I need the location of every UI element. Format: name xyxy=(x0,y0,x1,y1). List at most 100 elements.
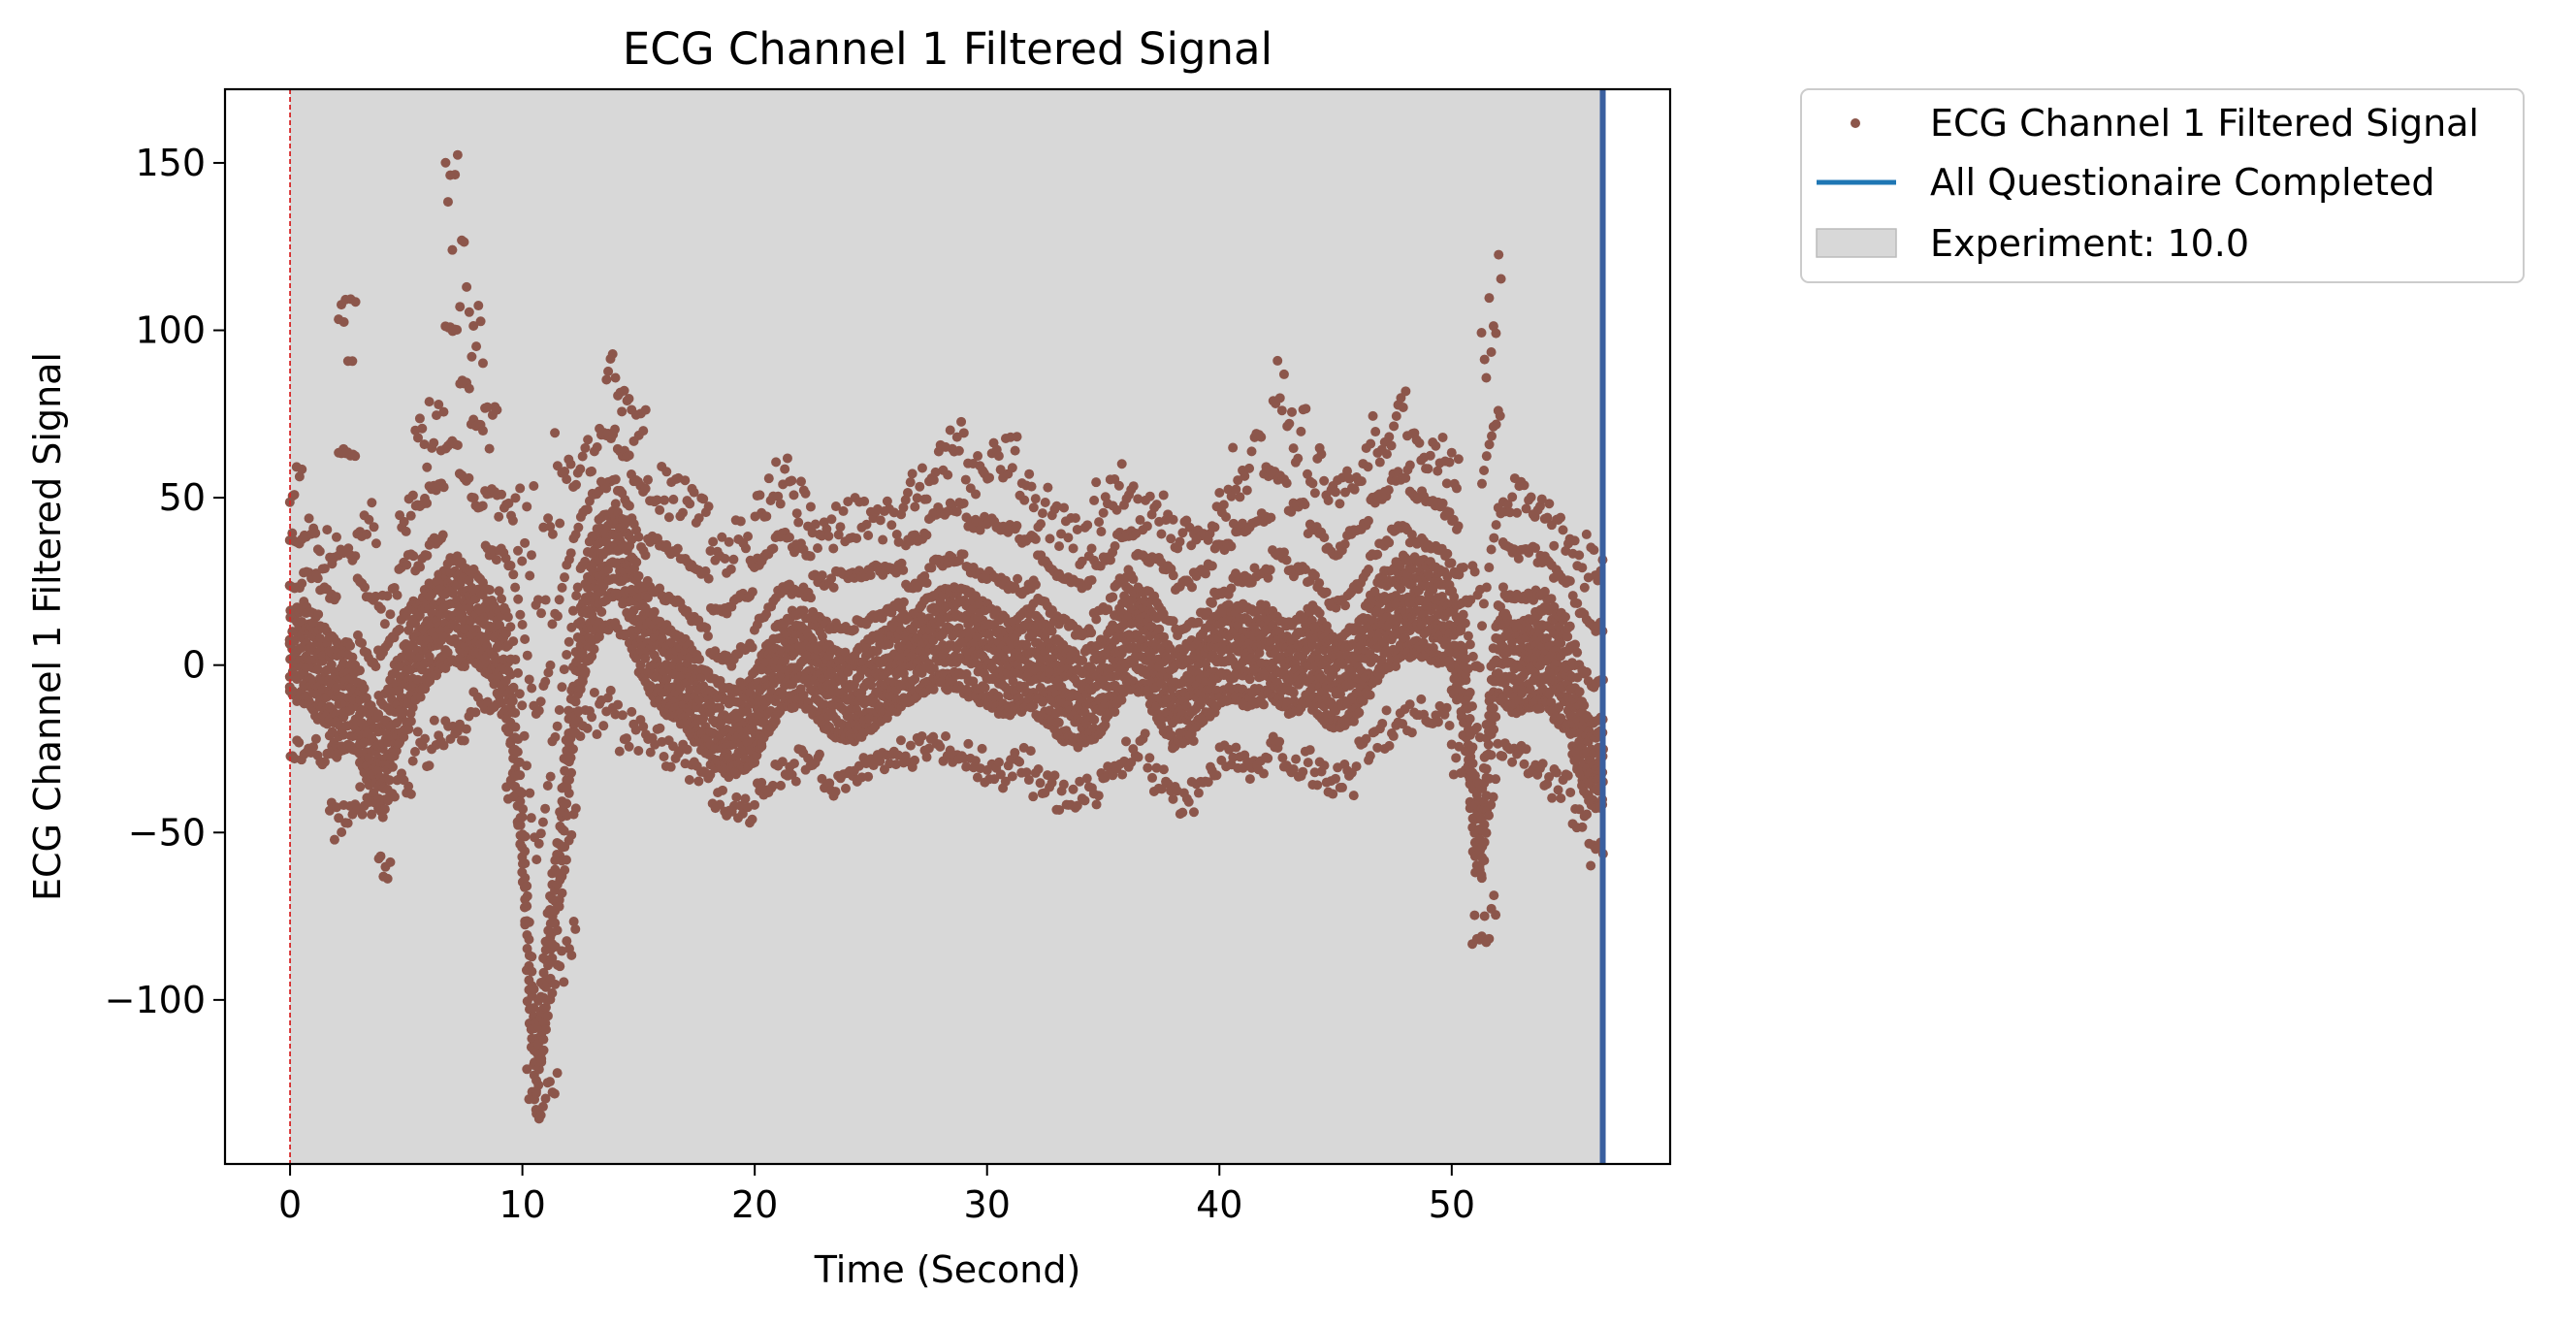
data-point xyxy=(452,439,463,450)
data-point xyxy=(1026,481,1037,492)
data-point xyxy=(403,724,414,734)
data-point xyxy=(725,564,736,574)
data-point xyxy=(775,780,786,791)
data-point xyxy=(310,733,321,744)
data-point xyxy=(417,423,428,434)
data-point xyxy=(459,735,469,746)
data-point xyxy=(863,531,874,541)
data-point xyxy=(515,609,526,620)
data-point xyxy=(1133,752,1143,762)
data-point xyxy=(337,827,347,838)
data-point xyxy=(513,594,524,604)
data-point xyxy=(350,451,361,462)
data-point xyxy=(407,756,418,766)
data-point xyxy=(1046,626,1057,636)
data-point xyxy=(432,410,442,421)
data-point xyxy=(814,749,824,759)
data-point xyxy=(575,731,586,742)
data-point xyxy=(520,858,531,869)
data-point xyxy=(740,543,751,554)
data-point xyxy=(1156,529,1167,539)
data-point xyxy=(520,831,531,842)
data-point xyxy=(921,494,932,504)
data-point xyxy=(471,341,482,352)
data-point xyxy=(565,459,576,469)
data-point xyxy=(1188,735,1199,746)
data-point xyxy=(610,499,621,509)
data-point xyxy=(347,356,358,367)
data-point xyxy=(702,630,713,641)
data-point xyxy=(484,443,495,454)
data-point xyxy=(412,433,423,443)
data-point xyxy=(407,490,418,501)
data-point xyxy=(559,977,569,987)
data-point xyxy=(1193,788,1204,798)
data-point xyxy=(910,755,920,765)
data-point xyxy=(533,1080,544,1090)
data-point xyxy=(789,490,799,501)
data-point xyxy=(362,529,372,539)
data-point xyxy=(905,740,916,751)
data-point xyxy=(958,549,969,560)
data-point xyxy=(370,662,381,672)
data-point xyxy=(943,469,953,480)
data-point xyxy=(537,817,548,827)
data-point xyxy=(522,890,532,901)
data-point xyxy=(422,462,433,472)
data-point xyxy=(552,721,563,731)
data-point xyxy=(747,587,757,598)
data-point xyxy=(980,682,990,693)
data-point xyxy=(587,466,597,476)
data-point xyxy=(438,482,449,493)
data-point xyxy=(703,501,714,512)
data-point xyxy=(461,724,471,734)
data-point xyxy=(562,798,572,809)
data-point xyxy=(1089,495,1100,505)
data-point xyxy=(886,520,897,531)
data-point xyxy=(582,504,593,515)
data-point xyxy=(372,764,383,775)
data-point xyxy=(1166,533,1176,544)
data-point xyxy=(1226,541,1237,552)
data-point xyxy=(633,746,644,757)
data-point xyxy=(761,511,772,522)
data-point xyxy=(424,760,435,771)
data-point xyxy=(543,513,554,524)
data-point xyxy=(1091,614,1102,625)
data-point xyxy=(467,351,477,362)
data-point xyxy=(1214,488,1225,499)
data-point xyxy=(1241,485,1252,496)
data-point xyxy=(342,818,353,828)
data-point xyxy=(1143,762,1153,773)
data-point xyxy=(863,771,874,782)
data-point xyxy=(971,489,982,500)
data-point xyxy=(960,474,971,485)
data-point xyxy=(440,157,451,168)
data-point xyxy=(329,834,339,845)
data-point xyxy=(1116,459,1127,469)
data-point xyxy=(1187,582,1198,593)
data-point xyxy=(1033,763,1044,774)
data-point xyxy=(566,767,577,778)
data-point xyxy=(823,531,834,541)
data-point xyxy=(1207,561,1217,571)
data-point xyxy=(640,483,651,494)
data-point xyxy=(520,633,531,644)
data-point xyxy=(522,881,532,891)
data-point xyxy=(505,560,516,570)
data-point xyxy=(617,406,628,417)
data-point xyxy=(550,428,561,438)
data-point xyxy=(1218,500,1229,510)
data-point xyxy=(399,516,409,527)
data-point xyxy=(1082,520,1093,531)
data-point xyxy=(540,1093,551,1104)
data-point xyxy=(598,721,609,731)
data-point xyxy=(554,595,564,605)
data-point xyxy=(535,696,546,707)
data-point xyxy=(580,668,591,679)
data-point xyxy=(1158,764,1169,775)
data-point xyxy=(898,565,909,575)
data-point xyxy=(555,518,565,529)
data-point xyxy=(907,469,918,479)
